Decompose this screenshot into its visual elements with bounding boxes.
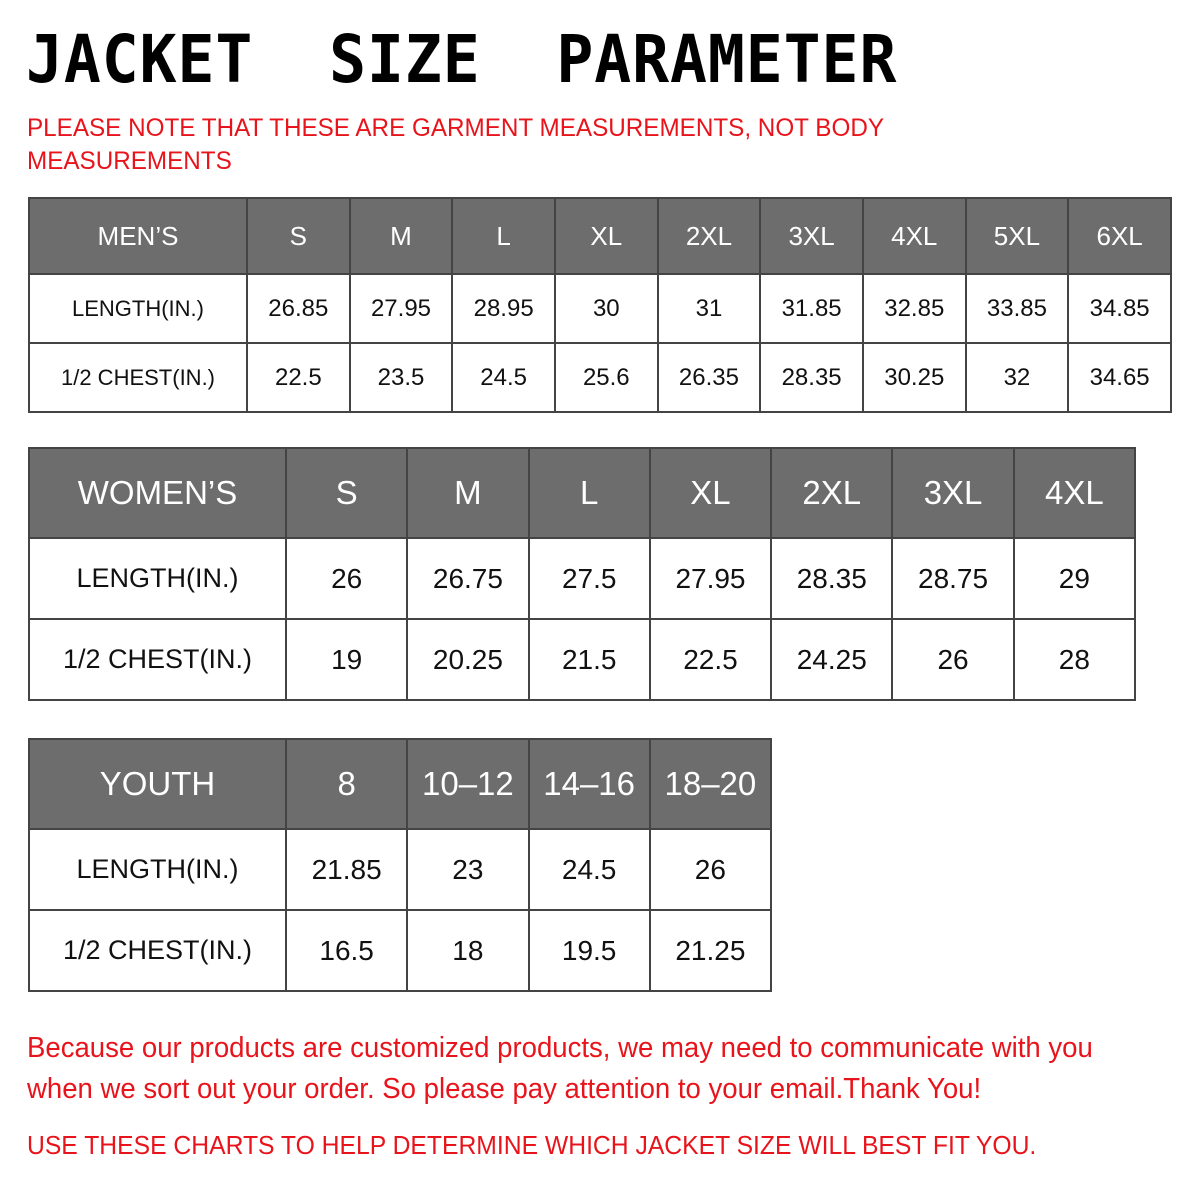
measurement-cell: 28.35 [759, 342, 864, 413]
row-label: LENGTH(IN.) [28, 537, 287, 620]
size-header: 3XL [891, 447, 1015, 539]
row-label: LENGTH(IN.) [28, 273, 248, 344]
size-header: 18–20 [648, 738, 773, 830]
measurement-cell: 26.35 [656, 342, 762, 413]
row-label: 1/2 CHEST(IN.) [28, 909, 287, 992]
measurement-cell: 26 [648, 828, 773, 911]
size-header: 2XL [656, 197, 762, 275]
measurement-cell: 31.85 [759, 273, 864, 344]
size-header: L [451, 197, 556, 275]
size-header: 4XL [861, 197, 967, 275]
measurement-cell: 34.65 [1067, 342, 1172, 413]
size-header: L [527, 447, 651, 539]
size-header: XL [648, 447, 773, 539]
size-header: M [406, 447, 530, 539]
measurement-cell: 23 [406, 828, 530, 911]
measurement-cell: 18 [406, 909, 530, 992]
header-row: WOMEN’S S M L XL 2XL 3XL 4XL [28, 447, 1137, 539]
measurement-cell: 32.85 [861, 273, 967, 344]
size-header: S [246, 197, 351, 275]
measurement-cell: 23.5 [348, 342, 454, 413]
table-category-label: YOUTH [28, 738, 287, 830]
measurement-cell: 27.95 [348, 273, 454, 344]
table-row: LENGTH(IN.) 26 26.75 27.5 27.95 28.35 28.75 29 [28, 537, 1137, 620]
measurement-cell: 33.85 [964, 273, 1070, 344]
measurement-cell: 30.25 [861, 342, 967, 413]
measurement-cell: 20.25 [406, 618, 530, 701]
measurement-cell: 22.5 [648, 618, 773, 701]
measurement-cell: 26 [284, 537, 409, 620]
table-row: 1/2 CHEST(IN.) 16.5 18 19.5 21.25 [28, 909, 773, 992]
footer-note: USE THESE CHARTS TO HELP DETERMINE WHICH… [27, 1130, 1037, 1160]
size-header: 4XL [1012, 447, 1137, 539]
measurement-cell: 26.85 [246, 273, 351, 344]
measurement-cell: 28.35 [770, 537, 894, 620]
measurement-cell: 19.5 [527, 909, 651, 992]
table-row: LENGTH(IN.) 21.85 23 24.5 26 [28, 828, 773, 911]
measurement-cell: 28.95 [451, 273, 556, 344]
measurement-cell: 24.5 [527, 828, 651, 911]
measurement-cell: 21.85 [284, 828, 409, 911]
measurement-cell: 29 [1012, 537, 1137, 620]
size-header: 6XL [1067, 197, 1172, 275]
measurement-cell: 27.95 [648, 537, 773, 620]
size-header: M [348, 197, 454, 275]
size-header: 5XL [964, 197, 1070, 275]
row-label: 1/2 CHEST(IN.) [28, 342, 248, 413]
measurement-cell: 28.75 [891, 537, 1015, 620]
measurement-cell: 26 [891, 618, 1015, 701]
page-title: JACKET SIZE PARAMETER [26, 21, 898, 98]
table-row: LENGTH(IN.) 26.85 27.95 28.95 30 31 31.85 32.85… [28, 273, 1172, 344]
row-label: 1/2 CHEST(IN.) [28, 618, 287, 701]
womens-size-table: WOMEN’S S M L XL 2XL 3XL 4XL LENGTH(IN.) 26 26.75 2… [28, 447, 1137, 701]
header-row: MEN’S S M L XL 2XL 3XL 4XL 5XL 6XL [28, 197, 1172, 275]
measurement-cell: 31 [656, 273, 762, 344]
size-header: 14–16 [527, 738, 651, 830]
youth-size-table: YOUTH 8 10–12 14–16 18–20 LENGTH(IN.) 21.85 23 2… [28, 738, 773, 992]
measurement-cell: 22.5 [246, 342, 351, 413]
measurement-cell: 21.5 [527, 618, 651, 701]
size-header: 10–12 [406, 738, 530, 830]
table-category-label: WOMEN’S [28, 447, 287, 539]
header-row: YOUTH 8 10–12 14–16 18–20 [28, 738, 773, 830]
size-header: 2XL [770, 447, 894, 539]
measurement-cell: 24.25 [770, 618, 894, 701]
row-label: LENGTH(IN.) [28, 828, 287, 911]
measurement-cell: 32 [964, 342, 1070, 413]
measurement-cell: 34.85 [1067, 273, 1172, 344]
size-header: S [284, 447, 409, 539]
size-header: XL [553, 197, 659, 275]
measurement-cell: 25.6 [553, 342, 659, 413]
customization-message: Because our products are customized prod… [27, 1032, 1093, 1105]
mens-size-table: MEN’S S M L XL 2XL 3XL 4XL 5XL 6XL LENGTH(IN.) 26.8… [28, 197, 1172, 413]
measurement-note: PLEASE NOTE THAT THESE ARE GARMENT MEASU… [27, 114, 884, 175]
size-header: 3XL [759, 197, 864, 275]
measurement-cell: 19 [284, 618, 409, 701]
measurement-cell: 27.5 [527, 537, 651, 620]
size-header: 8 [284, 738, 409, 830]
measurement-cell: 28 [1012, 618, 1137, 701]
table-category-label: MEN’S [28, 197, 248, 275]
measurement-cell: 24.5 [451, 342, 556, 413]
measurement-cell: 16.5 [284, 909, 409, 992]
measurement-cell: 21.25 [648, 909, 773, 992]
measurement-cell: 30 [553, 273, 659, 344]
table-row: 1/2 CHEST(IN.) 22.5 23.5 24.5 25.6 26.35 28.35… [28, 342, 1172, 413]
measurement-cell: 26.75 [406, 537, 530, 620]
table-row: 1/2 CHEST(IN.) 19 20.25 21.5 22.5 24.25 26 28 [28, 618, 1137, 701]
